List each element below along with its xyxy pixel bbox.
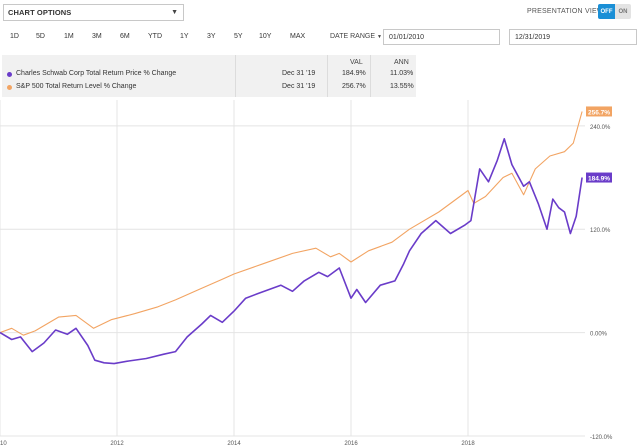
series-color-dot (7, 85, 12, 90)
date-range-label: DATE RANGE (330, 33, 375, 40)
range-3m-button[interactable]: 3M (92, 33, 102, 40)
series-date: Dec 31 '19 (282, 83, 316, 90)
x-tick-label: 2012 (110, 441, 124, 447)
presentation-view-label: PRESENTATION VIEW (527, 8, 604, 15)
legend-row-sp500[interactable]: S&P 500 Total Return Level % Change Dec … (2, 82, 416, 95)
series-color-dot (7, 72, 12, 77)
start-date-input[interactable]: 01/01/2010 (383, 29, 500, 45)
end-flag-sp500 (586, 106, 612, 117)
date-range-dropdown[interactable]: DATE RANGE ▼ (330, 33, 382, 40)
series-name: S&P 500 Total Return Level % Change (16, 83, 137, 90)
series-line-schwab (0, 137, 583, 365)
end-date-input[interactable]: 12/31/2019 (509, 29, 637, 45)
end-label-schwab: 184.9% (588, 176, 610, 183)
x-tick-label: 2010 (0, 441, 7, 447)
x-tick-label: 2016 (344, 441, 358, 447)
range-6m-button[interactable]: 6M (120, 33, 130, 40)
series-value: 256.7% (342, 83, 366, 90)
series-value: 184.9% (342, 70, 366, 77)
series-name: Charles Schwab Corp Total Return Price %… (16, 70, 177, 77)
presentation-view-toggle[interactable]: OFF ON (598, 4, 631, 19)
series-line-sp500 (0, 111, 583, 336)
range-max-button[interactable]: MAX (290, 33, 306, 40)
legend-val-header: VAL (350, 59, 363, 66)
toggle-off[interactable]: OFF (598, 4, 615, 19)
end-label-sp500: 256.7% (588, 109, 610, 116)
series-annualized: 13.55% (390, 83, 414, 90)
series-annualized: 11.03% (390, 70, 414, 77)
end-flag-schwab (586, 172, 612, 183)
legend-row-schwab[interactable]: Charles Schwab Corp Total Return Price %… (2, 69, 416, 82)
y-tick-label: 120.0% (590, 228, 611, 234)
legend-divider (235, 55, 236, 97)
series-date: Dec 31 '19 (282, 70, 316, 77)
range-10y-button[interactable]: 10Y (259, 33, 272, 40)
legend-ann-header: ANN (394, 59, 409, 66)
range-5y-button[interactable]: 5Y (234, 33, 243, 40)
line-chart[interactable]: 240.0% 120.0% 0.00% -120.0% 2010 2012 2014 2016… (0, 100, 640, 448)
chart-options-dropdown[interactable]: CHART OPTIONS ▼ (3, 4, 184, 21)
caret-down-icon: ▼ (171, 9, 178, 16)
range-5d-button[interactable]: 5D (36, 33, 45, 40)
caret-down-icon: ▼ (376, 34, 382, 40)
y-tick-label: 0.00% (590, 332, 608, 338)
toggle-on[interactable]: ON (615, 4, 631, 19)
x-tick-label: 2014 (227, 441, 241, 447)
range-3y-button[interactable]: 3Y (207, 33, 216, 40)
y-tick-label: 240.0% (590, 125, 611, 131)
legend-table: VAL ANN Charles Schwab Corp Total Return… (2, 55, 416, 97)
chart-options-label: CHART OPTIONS (8, 8, 72, 17)
range-1m-button[interactable]: 1M (64, 33, 74, 40)
legend-divider (327, 55, 328, 97)
range-ytd-button[interactable]: YTD (148, 33, 162, 40)
range-1d-button[interactable]: 1D (10, 33, 19, 40)
range-1y-button[interactable]: 1Y (180, 33, 189, 40)
y-tick-label: -120.0% (590, 435, 613, 441)
x-tick-label: 2018 (461, 441, 475, 447)
legend-divider (370, 55, 371, 97)
